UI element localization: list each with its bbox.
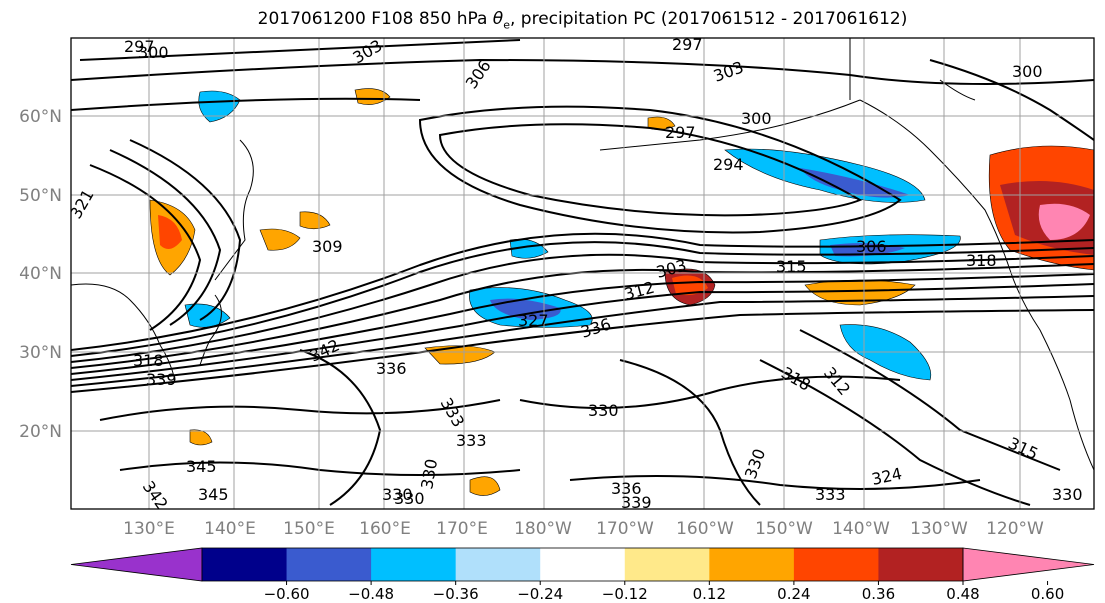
contour-label: 330 bbox=[1052, 485, 1083, 504]
contour-label: 297 bbox=[672, 35, 703, 54]
colorbar-swatch bbox=[286, 548, 372, 581]
contour-label: 297 bbox=[665, 123, 696, 142]
colorbar-swatch bbox=[793, 548, 879, 581]
longitude-labels: 130°E 140°E 150°E 160°E 170°E 180°W 170°… bbox=[123, 519, 1044, 539]
contour-label: 330 bbox=[588, 401, 619, 420]
lat-label: 20°N bbox=[19, 422, 62, 442]
colorbar-swatch bbox=[202, 548, 288, 581]
contour-label: 294 bbox=[713, 155, 744, 174]
colorbar-tick-label: −0.48 bbox=[348, 585, 394, 603]
colorbar-tick-label: 0.24 bbox=[777, 585, 810, 603]
lon-label: 170°E bbox=[436, 519, 488, 539]
colorbar-swatch bbox=[371, 548, 457, 581]
lon-label: 130°E bbox=[123, 519, 175, 539]
lon-label: 180°W bbox=[514, 519, 572, 539]
colorbar-swatch bbox=[455, 548, 541, 581]
contour-label: 300 bbox=[1012, 62, 1043, 81]
contour-label: 306 bbox=[856, 237, 887, 256]
lat-label: 60°N bbox=[19, 107, 62, 127]
contour-label: 297 bbox=[124, 37, 155, 56]
map-frame bbox=[70, 37, 1095, 510]
contour-label: 339 bbox=[146, 370, 177, 389]
lat-label: 50°N bbox=[19, 186, 62, 206]
contour-label: 336 bbox=[376, 359, 407, 378]
lon-label: 160°W bbox=[676, 519, 734, 539]
lon-label: 140°E bbox=[204, 519, 256, 539]
contour-label: 318 bbox=[966, 251, 997, 270]
contour-label: 318 bbox=[133, 351, 164, 370]
contour-label: 339 bbox=[621, 493, 652, 512]
lon-label: 130°W bbox=[910, 519, 968, 539]
lon-label: 170°W bbox=[596, 519, 654, 539]
lat-label: 40°N bbox=[19, 264, 62, 284]
contour-label: 315 bbox=[776, 257, 807, 276]
contour-label: 330 bbox=[382, 485, 413, 504]
contour-label: 330 bbox=[394, 489, 425, 508]
graticule bbox=[71, 38, 1094, 509]
contour-label: 300 bbox=[138, 43, 169, 62]
contour-label: 309 bbox=[312, 237, 343, 256]
contour-label: 300 bbox=[741, 109, 772, 128]
contour-label: 345 bbox=[186, 457, 217, 476]
colorbar-tick-label: −0.60 bbox=[264, 585, 310, 603]
precipitation-shading bbox=[149, 88, 1094, 496]
contour-label: 345 bbox=[198, 485, 229, 504]
colorbar-swatch bbox=[540, 548, 626, 581]
colorbar-tick-label: 0.60 bbox=[1031, 585, 1064, 603]
theta-e-contours bbox=[71, 39, 1094, 506]
colorbar-tick-label: 0.12 bbox=[693, 585, 726, 603]
map-panel: 297 300 303 306 297 300 303 300 297 294 … bbox=[71, 35, 1094, 512]
lon-label: 150°E bbox=[283, 519, 335, 539]
colorbar-swatch bbox=[70, 547, 203, 582]
colorbar-swatch bbox=[709, 548, 795, 581]
lat-label: 30°N bbox=[19, 343, 62, 363]
contour-label: 336 bbox=[611, 479, 642, 498]
lon-label: 150°W bbox=[755, 519, 813, 539]
lon-label: 160°E bbox=[359, 519, 411, 539]
colorbar-swatch bbox=[624, 548, 710, 581]
latitude-labels: 60°N 50°N 40°N 30°N 20°N bbox=[19, 107, 62, 442]
colorbar-tick-label: 0.48 bbox=[946, 585, 979, 603]
colorbar-tick-label: −0.36 bbox=[433, 585, 479, 603]
lon-label: 120°W bbox=[986, 519, 1044, 539]
lon-label: 140°W bbox=[832, 519, 890, 539]
colorbar-swatch bbox=[962, 547, 1095, 582]
coastlines bbox=[71, 38, 1094, 471]
contour-label: 327 bbox=[518, 311, 549, 330]
colorbar: −0.60 −0.48 −0.36 −0.24 −0.12 0.12 0.24 0.36 0.4… bbox=[70, 547, 1095, 603]
contour-label: 333 bbox=[815, 485, 846, 504]
colorbar-swatch bbox=[878, 548, 964, 581]
contour-label: 333 bbox=[456, 431, 487, 450]
figure-title: 2017061200 F108 850 hPa θe, precipitatio… bbox=[257, 9, 908, 32]
colorbar-tick-label: 0.36 bbox=[862, 585, 895, 603]
colorbar-tick-label: −0.24 bbox=[517, 585, 563, 603]
colorbar-tick-label: −0.12 bbox=[602, 585, 648, 603]
colorbar-outline bbox=[201, 547, 964, 582]
